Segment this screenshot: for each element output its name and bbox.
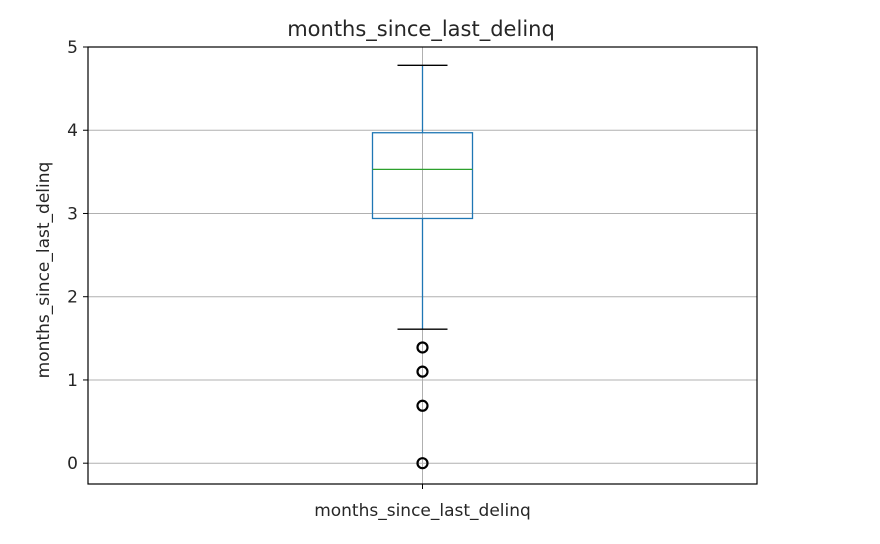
outlier-point <box>416 457 429 470</box>
y-tick-label: 5 <box>67 38 78 58</box>
chart-title: months_since_last_delinq <box>287 17 555 42</box>
y-tick-label: 2 <box>67 288 78 308</box>
x-tick-label: months_since_last_delinq <box>314 501 531 521</box>
outlier-point <box>416 341 429 354</box>
y-axis-ticks: 0 1 2 3 4 5 <box>67 38 88 474</box>
box-iqr <box>371 132 474 220</box>
y-tick-label: 3 <box>67 204 78 224</box>
outlier-point <box>416 365 429 378</box>
y-tick-label: 1 <box>67 371 78 391</box>
y-tick-label: 0 <box>67 454 78 474</box>
x-axis-ticks: months_since_last_delinq <box>314 484 531 521</box>
plot-area <box>371 64 474 470</box>
y-axis-label: months_since_last_delinq <box>34 162 54 379</box>
plot-frame <box>87 46 758 485</box>
outlier-point <box>416 399 429 412</box>
y-tick-label: 4 <box>67 121 78 141</box>
